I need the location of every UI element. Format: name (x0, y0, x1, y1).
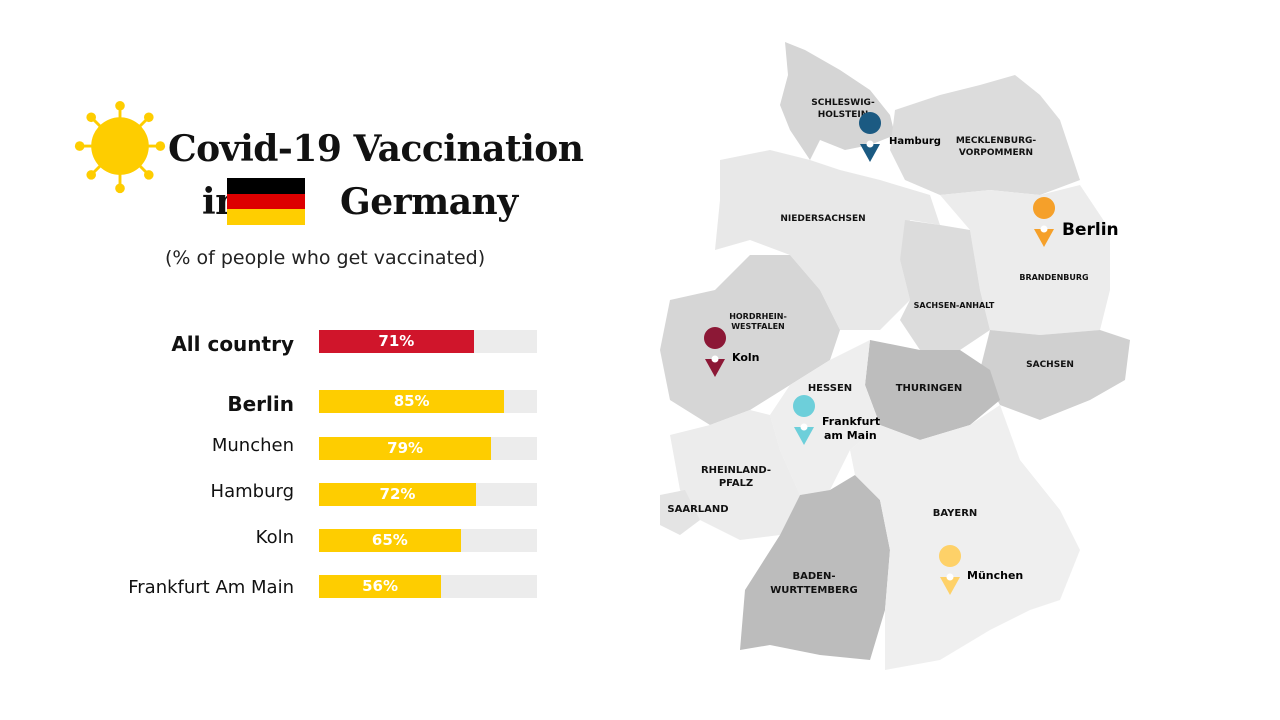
city-marker-frankfurt[interactable]: Frankfurt am Main (793, 395, 880, 445)
region-label: VORPOMMERN (959, 148, 1033, 158)
region-mecklenburg (890, 75, 1080, 195)
region-hessen (770, 340, 880, 495)
region-label: NIEDERSACHSEN (780, 214, 865, 224)
city-label: Berlin (1062, 220, 1119, 240)
city-marker-berlin[interactable]: Berlin (1033, 197, 1119, 247)
city-marker-hamburg[interactable]: Hamburg (859, 112, 941, 162)
city-label: Frankfurt (822, 415, 880, 428)
region-label: PFALZ (719, 478, 753, 489)
region-label: BRANDENBURG (1019, 273, 1088, 282)
bar-category-label: All country (171, 332, 294, 356)
germany-map: SCHLESWIG- HOLSTEIN MECKLENBURG- VORPOMM… (660, 42, 1130, 670)
city-label: am Main (824, 429, 877, 442)
bar (319, 437, 492, 460)
bar (319, 483, 476, 506)
bar (319, 575, 442, 598)
bar-value-label: 56% (362, 577, 398, 595)
map-pin-icon (1033, 197, 1056, 219)
map-pin-icon (704, 327, 727, 349)
bar-track: 79% (319, 437, 537, 460)
region-label: SCHLESWIG- (811, 98, 875, 108)
region-label: THURINGEN (896, 383, 963, 394)
bar-value-label: 85% (393, 392, 430, 410)
bar-category-label: Koln (255, 527, 294, 548)
region-label: BAYERN (933, 508, 978, 519)
region-label: BADEN- (792, 571, 835, 582)
bar-value-label: 71% (378, 332, 415, 350)
bar-track: 65% (319, 529, 537, 552)
page-title: Covid-19 Vaccination (168, 128, 584, 170)
bar-value-label: 72% (379, 485, 416, 503)
region-label: WURTTEMBERG (770, 585, 857, 596)
city-label: München (967, 569, 1023, 582)
bar-value-label: 79% (387, 439, 424, 457)
bar-category-label: Hamburg (210, 481, 294, 502)
region-label: SAARLAND (667, 504, 728, 515)
region-label: SACHSEN (1026, 360, 1074, 370)
bar-category-label: Frankfurt Am Main (128, 577, 294, 598)
germany-flag (227, 178, 305, 225)
bar (319, 390, 505, 413)
city-label: Hamburg (889, 136, 941, 147)
region-label: HOLSTEIN (818, 110, 869, 120)
region-label: RHEINLAND- (701, 465, 771, 476)
region-brandenburg (940, 185, 1110, 335)
bar-category-label: Berlin (227, 392, 294, 416)
bar-track: 72% (319, 483, 537, 506)
map-pin-icon (939, 545, 962, 567)
region-baden-wurttemberg (740, 475, 890, 660)
region-label: HESSEN (808, 383, 852, 394)
region-label: HORDRHEIN- (729, 312, 787, 321)
region-label: MECKLENBURG- (956, 136, 1037, 146)
region-nrw (660, 255, 840, 425)
title-country: Germany (340, 181, 518, 223)
bar-track: 56% (319, 575, 537, 598)
city-label: Koln (732, 351, 760, 364)
region-saarland (660, 490, 700, 535)
subtitle: (% of people who get vaccinated) (165, 247, 486, 269)
region-label: SACHSEN-ANHALT (914, 301, 995, 310)
region-niedersachsen (715, 150, 940, 330)
bar-value-label: 65% (371, 531, 408, 549)
bar-track: 85% (319, 390, 537, 413)
region-label: WESTFALEN (731, 322, 785, 331)
bar-track: 71% (319, 330, 537, 353)
bar-category-label: Munchen (211, 435, 294, 456)
region-sachsen-anhalt (900, 220, 990, 350)
region-bayern (850, 405, 1080, 670)
bar (319, 529, 461, 552)
region-rheinland-pfalz (670, 410, 800, 540)
virus-icon (74, 100, 166, 194)
city-marker-munchen[interactable]: München (939, 545, 1023, 595)
map-pin-icon (793, 395, 816, 417)
region-thuringen (865, 340, 1000, 440)
region-sachsen (980, 330, 1130, 420)
map-pin-icon (859, 112, 882, 134)
bar (319, 330, 474, 353)
city-marker-koln[interactable]: Koln (704, 327, 760, 377)
